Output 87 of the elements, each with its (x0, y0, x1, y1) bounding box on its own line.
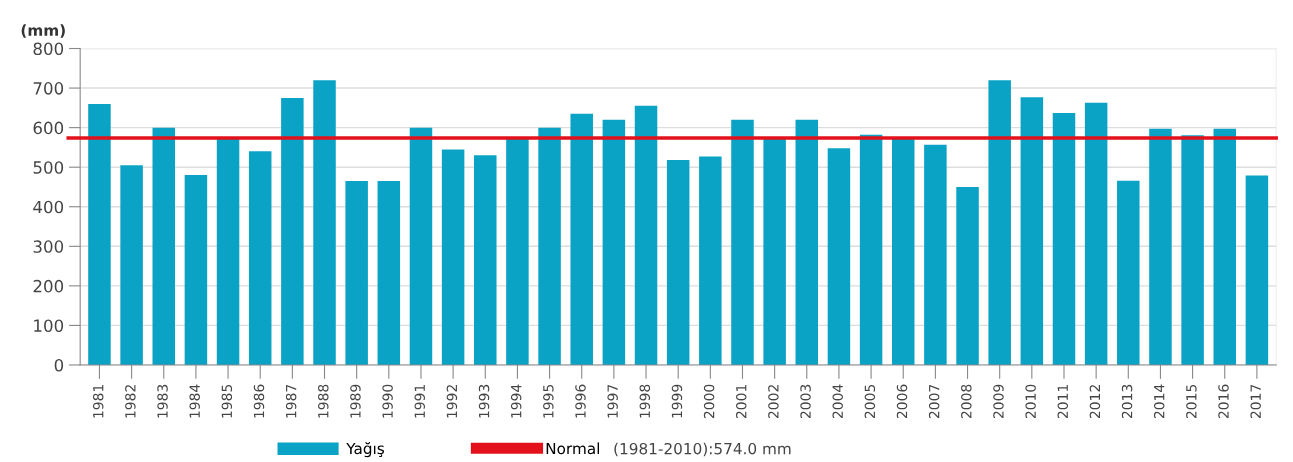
bar (281, 97, 304, 365)
x-tick-label: 2009 (993, 384, 1004, 419)
bar (1181, 135, 1204, 365)
bar (506, 138, 529, 365)
bar (699, 156, 722, 365)
bar (184, 175, 208, 365)
bar (570, 113, 593, 365)
x-tick-label: 1984 (189, 384, 200, 418)
y-tick-label: 500 (33, 161, 64, 174)
bar (1084, 102, 1108, 365)
x-tick-label: 2015 (1186, 384, 1197, 419)
bar (1245, 175, 1269, 365)
y-tick-label: 100 (34, 319, 64, 332)
x-tick-label: 2005 (864, 384, 876, 419)
bar (956, 186, 979, 365)
bar (859, 134, 883, 365)
bar (763, 138, 786, 365)
x-tick-label: 2004 (832, 384, 843, 419)
x-tick-label: 2012 (1089, 385, 1101, 419)
x-tick-label: 1995 (543, 384, 554, 418)
bar (409, 127, 433, 365)
bar (345, 181, 368, 365)
bar (1117, 180, 1140, 365)
bar (120, 165, 143, 365)
bar (88, 103, 111, 365)
x-tick-label: 2010 (1025, 384, 1036, 419)
bar (634, 105, 658, 365)
x-tick-label: 1994 (510, 384, 522, 418)
x-tick-label: 1988 (318, 384, 329, 418)
x-tick-label: 2013 (1121, 384, 1133, 419)
x-tick-label: 1985 (221, 384, 233, 418)
bar (731, 119, 754, 365)
y-tick-label: 700 (33, 82, 64, 95)
bar (795, 119, 819, 365)
bar (666, 160, 690, 365)
bar (248, 151, 272, 365)
x-tick-label: 1987 (285, 384, 297, 418)
y-tick-label: 300 (33, 240, 64, 253)
x-tick-label: 2006 (896, 384, 908, 419)
bar (891, 138, 915, 365)
bar (924, 144, 947, 365)
text: (1981-2010):574.0 mm (614, 442, 791, 457)
x-tick-label: 1993 (478, 384, 490, 418)
x-tick-label: 1999 (671, 384, 683, 418)
bar (1213, 128, 1236, 365)
x-tick-label: 2008 (961, 384, 972, 419)
x-tick-label: 2000 (703, 384, 715, 419)
x-tick-label: 1989 (350, 384, 361, 418)
x-tick-label: 2003 (800, 384, 811, 419)
x-tick-label: 1990 (382, 384, 393, 418)
y-tick-label: 600 (33, 121, 64, 135)
x-tick-label: 1983 (157, 384, 168, 418)
x-tick-label: 1998 (639, 384, 651, 418)
bar (1020, 97, 1044, 365)
bar (602, 119, 626, 365)
x-tick-label: 2014 (1153, 384, 1165, 419)
bar (152, 127, 176, 365)
legend-label: Yağış (346, 442, 384, 458)
x-tick-label: 2007 (928, 384, 940, 419)
x-tick-label: 1986 (253, 384, 265, 418)
x-tick-label: 2017 (1250, 384, 1261, 419)
y-tick-label: 800 (33, 42, 64, 56)
y-tick-label: 0 (54, 358, 64, 372)
x-tick-label: 1991 (414, 385, 425, 418)
bar (1149, 128, 1172, 365)
x-tick-label: 2016 (1218, 384, 1229, 419)
bar (474, 155, 497, 365)
x-tick-label: 1996 (575, 384, 586, 418)
legend-label: Normal (546, 442, 600, 455)
y-tick-label: 200 (33, 279, 64, 293)
y-axis-title: (mm) (21, 24, 65, 38)
x-tick-label: 2011 (1057, 385, 1069, 419)
bar (216, 137, 240, 365)
bar (313, 80, 336, 365)
bar (538, 127, 561, 365)
x-tick-label: 1997 (607, 384, 618, 418)
bar (988, 80, 1011, 365)
x-tick-label: 2002 (768, 385, 779, 419)
x-tick-label: 1992 (446, 385, 458, 418)
y-tick-label: 400 (33, 200, 64, 214)
bar (827, 148, 851, 365)
x-tick-label: 1982 (125, 385, 136, 418)
x-tick-label: 1981 (92, 385, 104, 418)
x-tick-label: 2001 (736, 385, 747, 419)
bar (377, 181, 401, 365)
bar (1052, 112, 1076, 365)
bar (441, 149, 465, 365)
